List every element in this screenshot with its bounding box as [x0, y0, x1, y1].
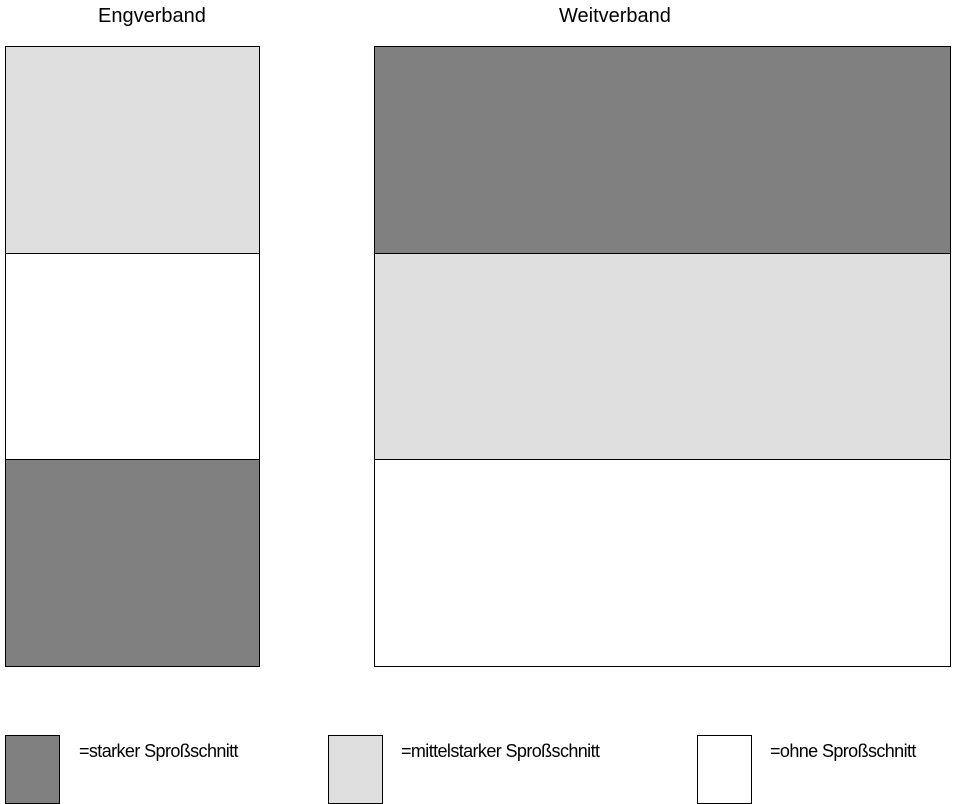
- engverband-block-bottom: [5, 459, 260, 667]
- engverband-block-middle: [5, 253, 260, 461]
- engverband-block-top: [5, 46, 260, 254]
- engverband-title: Engverband: [98, 5, 206, 27]
- legend-label-ohne: =ohne Sproßschnitt: [770, 741, 916, 761]
- weitverband-block-middle: [374, 253, 951, 461]
- legend-swatch-ohne: [697, 735, 752, 804]
- legend-label-mittelstarker: =mittelstarker Sproßschnitt: [401, 741, 600, 761]
- weitverband-block-top: [374, 46, 951, 254]
- weitverband-title: Weitverband: [559, 5, 671, 27]
- legend-swatch-starker: [5, 735, 60, 804]
- legend-swatch-mittelstarker: [328, 735, 383, 804]
- weitverband-block-bottom: [374, 459, 951, 667]
- legend-label-starker: =starker Sproßschnitt: [79, 741, 239, 761]
